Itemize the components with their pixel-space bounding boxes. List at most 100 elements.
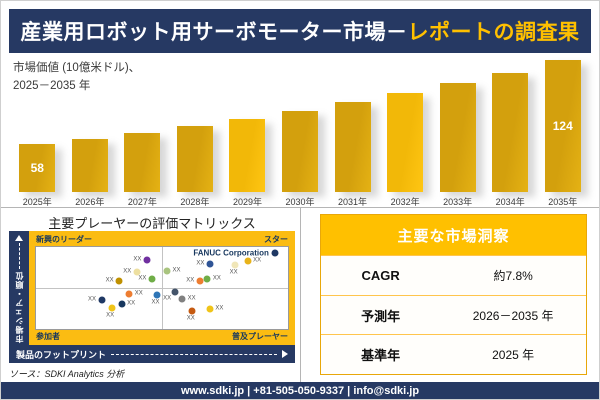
page-title: 産業用ロボット用サーボモーター市場－: [20, 21, 408, 44]
dot-marker: [203, 275, 211, 283]
dot-label: XX: [212, 275, 221, 282]
dot-marker: [115, 277, 123, 285]
dot-label: XX: [134, 290, 143, 297]
bottom-section: 主要プレーヤーの評価マトリックス 市場シェア・順位 新興のリーダー スター XX…: [1, 208, 599, 382]
x-axis-label: 製品のフットプリント: [16, 349, 107, 360]
matrix-dot: XX: [206, 305, 223, 313]
dot-marker: [163, 267, 171, 275]
y-axis-label: 市場シェア・順位: [14, 271, 24, 343]
dot-marker: [206, 260, 214, 268]
dot-label: XX: [187, 295, 196, 302]
dot-label: XX: [133, 256, 142, 263]
matrix-frame: 新興のリーダー スター XX XX XX XX XX XX XX XX FANUC Corpor…: [29, 231, 295, 345]
bar-2035年: 124: [544, 60, 581, 192]
x-tick-label: 2027年: [127, 197, 157, 207]
x-tick-label: 2029年: [232, 197, 262, 207]
matrix-dot: XX: [133, 256, 151, 264]
dot-label: XX: [106, 312, 115, 319]
bar-2026年: [71, 139, 108, 192]
evaluation-matrix: 市場シェア・順位 新興のリーダー スター XX XX XX XX XX XX XX XX FAN…: [9, 231, 295, 363]
matrix-bottom-labels: 参加者 普及プレーヤー: [35, 330, 289, 343]
matrix-dot: XX: [163, 288, 179, 302]
matrix-dot: XX: [203, 275, 221, 283]
table-row-base-year: 基準年 2025 年: [321, 334, 586, 374]
bar-cell: 2027年: [116, 53, 169, 207]
matrix-dot: XX: [88, 296, 106, 304]
matrix-dot: XX: [106, 304, 116, 318]
dot-label: XX: [138, 275, 147, 282]
dot-label: XX: [123, 268, 132, 275]
player-matrix-section: 主要プレーヤーの評価マトリックス 市場シェア・順位 新興のリーダー スター XX…: [1, 208, 301, 382]
matrix-dot: XX: [123, 268, 141, 276]
dot-marker: [271, 249, 279, 257]
section-divider: [1, 207, 599, 208]
dot-marker: [153, 291, 161, 299]
dot-label: XX: [186, 277, 195, 284]
x-tick-label: 2032年: [390, 197, 420, 207]
dot-label: XX: [186, 315, 195, 322]
bar-cell: 58 2025年: [11, 53, 64, 207]
bar-cell: 2028年: [169, 53, 222, 207]
bar-cell: 2034年: [484, 53, 537, 207]
dot-label: XX: [229, 269, 238, 276]
matrix-plot: XX XX XX XX XX XX XX XX FANUC Corporation XX XX XX X…: [35, 246, 289, 330]
x-tick-label: 2035年: [548, 197, 578, 207]
chart-subtitle-line2: 2025－2035 年: [13, 79, 91, 92]
dot-marker: [171, 288, 179, 296]
matrix-dot: XX: [106, 277, 123, 285]
x-tick-label: 2028年: [180, 197, 210, 207]
x-tick-label: 2034年: [495, 197, 525, 207]
source-note: ソース：SDKI Analytics 分析: [9, 369, 125, 379]
matrix-dot: XX: [118, 300, 135, 308]
quadrant-label-emerging-leaders: 新興のリーダー: [36, 235, 92, 244]
dot-label: XX: [196, 260, 205, 267]
bar-2031年: [334, 102, 371, 192]
arrow-up-icon: [15, 235, 23, 241]
chart-subtitle-line1: 市場価値 (10億米ドル)、: [13, 62, 141, 74]
matrix-dot: XX: [244, 257, 261, 265]
bar-2033年: [439, 83, 476, 192]
dot-marker: [125, 290, 133, 298]
chart-subtitle: 市場価値 (10億米ドル)、 2025－2035 年: [13, 60, 140, 96]
row-label: CAGR: [361, 267, 400, 283]
x-tick-label: 2030年: [285, 197, 315, 207]
company-label: FANUC Corporation: [193, 248, 269, 258]
bar-2030年: [282, 111, 318, 192]
bar-cell: 2030年: [274, 53, 327, 207]
dot-marker: [148, 275, 156, 283]
bar-value-label: 58: [30, 161, 44, 175]
dot-label: XX: [151, 299, 160, 306]
bar-cell: 2031年: [326, 53, 379, 207]
bar-cell: 124 2035年: [536, 53, 589, 207]
dot-label: XX: [215, 305, 224, 312]
dot-marker: [244, 257, 252, 265]
dot-marker: [196, 277, 204, 285]
x-tick-label: 2026年: [75, 197, 105, 207]
dot-marker: [143, 256, 151, 264]
row-value: 2026－2035 年: [472, 308, 554, 323]
bar-2025年: 58: [19, 144, 56, 192]
page-title-accent: レポートの調査果: [407, 21, 580, 44]
dot-marker: [231, 261, 239, 269]
market-insights-section: 主要な市場洞察 CAGR 約7.8% 予測年 2026－2035 年 基準年 2…: [301, 208, 599, 382]
dot-marker: [108, 304, 116, 312]
bar-2028年: [176, 126, 213, 192]
matrix-dot: XX: [125, 290, 143, 298]
matrix-dot: XX: [151, 291, 161, 306]
dot-marker: [118, 300, 126, 308]
table-row-forecast-year: 予測年 2026－2035 年: [321, 294, 586, 335]
dot-label: XX: [88, 296, 97, 303]
quadrant-label-participants: 参加者: [36, 332, 60, 341]
row-label: 予測年: [361, 308, 401, 324]
quadrant-label-pervasive-players: 普及プレーヤー: [232, 332, 288, 341]
y-axis-dashed-line: [18, 243, 20, 269]
x-tick-label: 2031年: [338, 197, 368, 207]
bar-2034年: [492, 73, 529, 192]
bar-chart: 58 2025年 2026年 2027年 2028年 2029年 2030年 2031年 203…: [11, 53, 589, 207]
arrow-right-icon: [282, 350, 288, 358]
dot-label: XX: [172, 267, 181, 274]
x-axis-dashed-line: [111, 353, 277, 355]
table-row-cagr: CAGR 約7.8%: [321, 255, 586, 295]
market-value-chart-section: 市場価値 (10億米ドル)、 2025－2035 年 58 2025年 2026年 2…: [1, 53, 599, 207]
row-value: 約7.8%: [493, 268, 533, 283]
